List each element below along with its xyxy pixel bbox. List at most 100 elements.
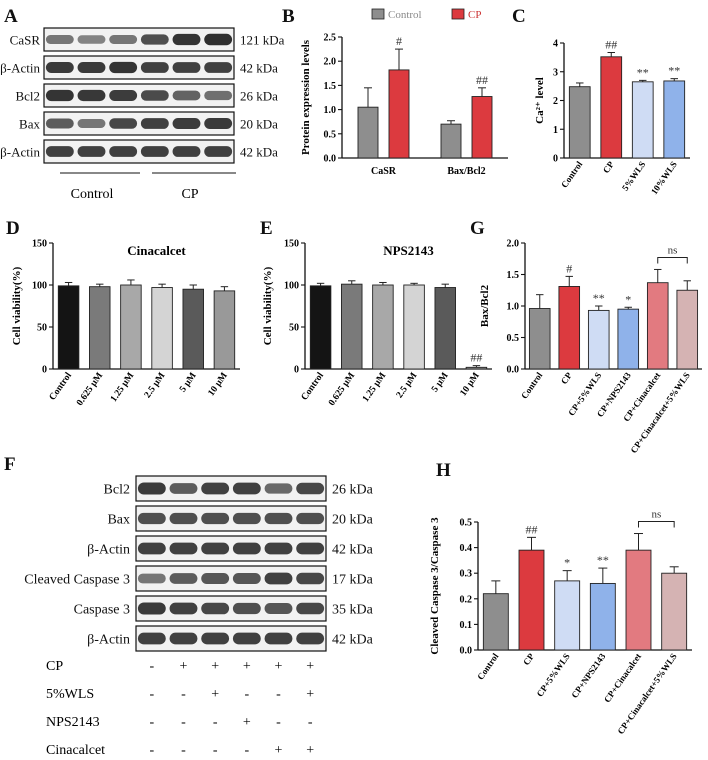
panel-f-blot-row-5-band-1 [137,602,166,615]
panel-h-chart-ytick-label-2: 0.2 [460,594,473,605]
panel-f-blot-row-6-frame [135,625,327,652]
panel-c-chart-bar-1 [568,86,591,159]
panel-b-chart-category-1: CaSR [371,166,397,177]
panel-h-chart: 0.0 0.1 0.2 0.3 0.4 0.5 Cleaved Caspase 3/Casp… [429,509,692,736]
panel-b-chart-bar-2-2 [471,96,493,159]
panel-g-chart-bracket-label: ns [668,244,678,256]
panel-a-blot-label-5: β-Actin [0,145,40,160]
panel-g-chart-ytick-label-3: 1.5 [507,270,520,281]
panel-c-chart-annotation-4: ** [668,64,680,78]
panel-b-chart-bar-2-1 [440,123,462,159]
panel-f-blot-row-3-frame [135,535,327,562]
panel-h-chart-ytick-label-5: 0.5 [460,518,473,529]
panel-a-blot-row-2-frame [43,55,235,80]
panel-f-blot-row-2-band-4 [232,512,261,525]
panel-g-chart: 0.00.51.01.52.0Bax/Bcl2Control#CP**CP+5%… [479,239,702,455]
panel-g-chart-category-6: CP+Cinacalcet+5%WLS [628,370,691,455]
panel-e-chart-category-6: 10 μM [459,371,482,398]
panel-d-chart-ylabel: Cell viability(%) [11,266,23,345]
panel-b-chart-legend-swatch-2 [451,8,465,20]
panel-a-blot-size-5: 42 kDa [240,145,278,160]
panel-f-blot-row-4-band-2 [169,573,198,584]
panel-e-chart-annotation-6: ## [470,351,482,365]
panel-a-blot-row-5-frame [43,139,235,164]
panel-e-chart-title: NPS2143 [383,243,434,258]
panel-c-chart-category-2: CP [601,159,616,175]
panel-f-blot-size-1: 26 kDa [332,483,374,498]
panel-h-chart-category-5: CP+Cinacalcet [602,651,643,704]
panel-g-letter: G [470,218,485,239]
panel-e-chart-category-4: 2.5 μM [395,371,420,400]
panel-f-blot-row-1-band-3 [201,482,230,495]
panel-f-blot-label-5: Caspase 3 [74,603,130,618]
panel-c-chart-category-4: 10%WLS [649,159,679,196]
panel-a-group-cp: CP [181,187,198,202]
panel-f-blot-row-1-frame [135,475,327,502]
panel-a-blot-row-5-band-5 [172,146,201,157]
panel-e-chart-ytick-label-1: 50 [289,323,299,334]
panel-a-blot-row-3-band-1 [45,89,74,102]
panel-a-blot-row-1-band-3 [109,35,138,44]
panel-d-chart-ytick-label-0: 0 [42,365,47,376]
panel-h-chart-bar-4 [589,582,616,651]
panel-f-sign-2-1: - [149,687,154,702]
panel-h-chart-ytick-label-4: 0.4 [460,543,473,554]
panel-f-sign-4-2: - [181,743,186,758]
panel-a-blot-row-2-band-3 [109,61,138,74]
panel-f-blot-row-5-band-6 [296,602,325,615]
panel-a-blot-row-1-frame [43,27,235,52]
panel-e-chart-category-2: 0.625 μM [327,371,357,408]
panel-g-chart-ytick-label-4: 2.0 [507,239,520,250]
panel-f-sign-3-4: + [243,715,251,730]
panel-c-chart-category-1: Control [559,159,585,190]
panel-f-blot-row-6-band-2 [169,632,198,645]
panel-f-sign-3-2: - [181,715,186,730]
panel-h-chart-bar-5 [625,549,652,651]
panel-f-blot-row-4-band-6 [296,572,325,585]
panel-f-blot-row-4-band-1 [137,573,166,584]
panel-a-blot-size-3: 26 kDa [240,89,278,104]
panel-f-blot-row-6-band-6 [296,632,325,645]
panel-d-chart-bar-2 [89,286,111,370]
panel-g-chart-category-1: Control [519,370,545,401]
panel-f-blot-row-6-band-1 [137,632,166,645]
panel-g-chart-ytick-label-2: 1.0 [507,302,520,313]
panel-g-chart-ytick-label-0: 0.0 [507,365,520,376]
panel-f-letter: F [4,454,16,475]
panel-h-chart-category-4: CP+NPS2143 [569,651,607,700]
panel-f-sign-1-6: + [306,659,314,674]
panel-f-blot-row-3-band-4 [232,542,261,555]
panel-a-blot-label-3: Bcl2 [15,89,40,104]
panel-f-blot-label-6: β-Actin [87,633,130,648]
panel-c-chart-bar-3 [631,81,654,159]
panel-f-sign-3-5: - [276,715,281,730]
panel-f-sign-3-3: - [213,715,218,730]
panel-h-chart-bar-1 [482,593,509,651]
panel-a-blot-row-2-band-2 [77,61,106,74]
panel-f-blot-row-1-band-5 [264,483,293,494]
panel-a-blot-row-5-band-6 [204,146,233,157]
panel-f-sign-1-4: + [243,659,251,674]
panel-f-blot-label-4: Cleaved Caspase 3 [24,573,130,588]
panel-a-blot-row-1-band-2 [77,35,106,44]
panel-f-blot-row-2-band-3 [201,512,230,525]
panel-f-blot-row-2-band-5 [264,512,293,525]
panel-a-blot-row-2-band-1 [45,61,74,74]
panel-h-chart-bracket [638,521,675,528]
panel-f-blot-label-1: Bcl2 [104,483,130,498]
panel-h-chart-category-2: CP [521,651,536,667]
panel-a-blot-row-4-frame [43,111,235,136]
panel-a-blot: CaSR 121 kDa β-Actin 42 kDa Bcl2 26 kDa Bax 20 … [0,27,285,202]
panel-d-chart-bar-6 [213,290,236,370]
panel-h-chart-ylabel: Cleaved Caspase 3/Caspase 3 [429,517,441,655]
panel-b-chart: 0.0 0.5 1.0 1.5 2.0 2.5 Protein expression lev… [300,8,508,177]
panel-c-chart-annotation-2: ## [605,37,617,51]
panel-g-chart-bar-6 [676,289,699,370]
panel-f-sign-4-5: + [275,743,283,758]
panel-c-chart-bar-2 [600,56,623,159]
panel-f-blot-row-6-band-5 [264,632,293,645]
panel-f-blot-size-4: 17 kDa [332,573,374,588]
panel-d-chart-ytick-label-3: 150 [32,239,47,250]
panel-b-chart-bar-1-1 [357,106,379,159]
panel-c-chart-ylabel: Ca²⁺ level [534,77,546,124]
